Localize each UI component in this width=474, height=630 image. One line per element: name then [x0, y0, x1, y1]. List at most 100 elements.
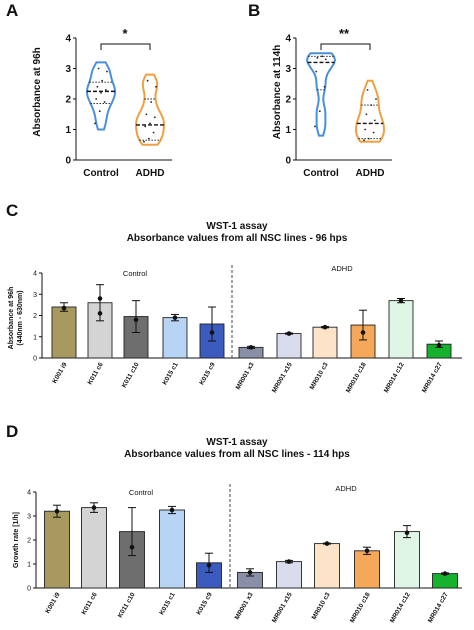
panel-b-y-tick-label: 1 [285, 125, 291, 136]
panel-d-data-point [404, 530, 410, 536]
panel-c-category-label: K015 c9 [198, 361, 217, 386]
panel-c-data-point [360, 330, 366, 335]
panel-b-category-adhd: ADHD [356, 168, 385, 179]
panel-d-subtitle: Absorbance values from all NSC lines - 1… [124, 449, 350, 460]
panel-d-y-tick-label: 0 [27, 586, 31, 593]
panel-c-bar [123, 316, 149, 359]
panel-a-point-control [98, 110, 101, 113]
panel-a-point-control [101, 79, 104, 82]
panel-d-category-label: MR010 c3 [311, 591, 332, 621]
panel-d-data-point [54, 508, 60, 514]
panel-a-point-adhd [147, 137, 150, 140]
panel-b-point-adhd [367, 137, 370, 140]
panel-a-point-adhd [155, 85, 157, 88]
panel-c-data-point [248, 345, 254, 350]
panel-c-bar [276, 333, 302, 359]
panel-c-data-point [172, 315, 178, 320]
panel-b-point-control [324, 58, 327, 61]
panel-label-c: C [6, 201, 18, 220]
panel-a-point-adhd [146, 79, 149, 82]
panel-d-category-label: MR014 c12 [389, 591, 412, 624]
panel-d-category-label: MR001 x3 [234, 591, 255, 621]
panel-b-y-label: Absorbance at 114h [272, 45, 283, 139]
panel-c-data-point [61, 305, 67, 311]
panel-c-y-tick-label: 2 [33, 313, 37, 320]
panel-d-data-point [247, 570, 253, 575]
panel-c-category-label: K011 c6 [87, 361, 105, 386]
panel-b-point-control [316, 56, 319, 59]
panel-d-bar [44, 510, 70, 589]
panel-a-significance-bracket [100, 43, 151, 50]
panel-d-category-label: K001 i9 [44, 591, 62, 615]
panel-d-category-label: MR010 c18 [349, 591, 372, 624]
panel-a-point-adhd [150, 101, 153, 103]
panel-b-point-control [323, 85, 326, 88]
panel-a-violin-control [86, 61, 116, 131]
panel-label-a: A [6, 1, 18, 20]
panel-d-bar [81, 507, 107, 589]
panel-a-point-control [95, 98, 98, 100]
panel-b-point-control [321, 55, 324, 58]
panel-c-category-label: MR001 x3 [235, 361, 256, 391]
panel-a-point-control [94, 122, 96, 125]
panel-b-category-control: Control [303, 168, 339, 179]
panel-b-point-adhd [369, 122, 371, 125]
panel-d-category-label: K011 c6 [81, 591, 99, 616]
panel-d-data-point [206, 562, 212, 568]
panel-label-d: D [6, 422, 18, 441]
panel-a-y-tick-label: 3 [65, 64, 71, 75]
panel-a-point-control [103, 101, 106, 103]
panel-c-subtitle: Absorbance values from all NSC lines - 9… [127, 233, 348, 244]
panel-c-category-label: K011 c10 [121, 361, 141, 389]
panel-b-y-tick-label: 0 [285, 156, 291, 167]
panel-d-data-point [364, 548, 370, 554]
panel-d-y-tick-label: 3 [27, 514, 31, 521]
panel-c-category-label: MR014 c12 [383, 361, 406, 394]
panel-a-chart: Absorbance at 96h * 0 1 2 3 4 Control ADHD [32, 26, 172, 179]
panel-a-point-adhd [145, 113, 148, 116]
panel-c-group-control: Control [123, 269, 148, 278]
panel-a-point-control [100, 92, 102, 94]
panel-b-point-adhd [365, 113, 368, 116]
panel-d-data-point [324, 541, 330, 546]
panel-c-y-label-2: (440nm - 630nm) [17, 290, 24, 345]
panel-a-y-label: Absorbance at 96h [32, 47, 43, 136]
panel-d-data-point [169, 507, 175, 513]
panel-a-point-adhd [149, 122, 151, 125]
panel-c-bar [51, 306, 77, 359]
panel-d-chart: WST-1 assay Absorbance values from all N… [13, 437, 462, 624]
panel-c-data-point [97, 311, 103, 316]
panel-d-category-label: K011 c10 [117, 591, 137, 619]
panel-d-data-point [129, 544, 135, 550]
panel-label-b: B [248, 1, 260, 20]
panel-b-point-control [314, 125, 316, 128]
panel-c-data-point [97, 296, 103, 301]
panel-d-bar [314, 543, 340, 589]
panel-b-point-adhd [366, 88, 369, 91]
panel-d-data-point [442, 571, 448, 576]
panel-c-y-tick-label: 0 [33, 356, 37, 363]
panel-d-data-point [286, 559, 292, 564]
panel-c-title: WST-1 assay [206, 221, 268, 232]
panel-b-point-adhd [364, 128, 367, 131]
panel-d-bar [276, 561, 302, 589]
panel-a-category-control: Control [83, 168, 119, 179]
panel-a-y-tick-label: 2 [65, 95, 71, 106]
panel-c-y-tick-label: 4 [33, 271, 37, 278]
panel-c-category-label: MR001 x15 [271, 361, 294, 394]
panel-c-data-point [398, 298, 404, 303]
panel-a-significance: * [122, 26, 128, 41]
panel-b-point-control [318, 110, 321, 113]
panel-c-bar [388, 300, 414, 359]
panel-b-y-tick-label: 4 [285, 34, 291, 45]
panel-c-group-adhd: ADHD [331, 264, 353, 273]
panel-b-point-adhd [373, 119, 376, 122]
panel-d-title: WST-1 assay [206, 437, 268, 448]
panel-a-point-control [104, 88, 107, 91]
panel-c-data-point [133, 317, 139, 323]
panel-b-point-adhd [370, 104, 373, 106]
panel-a-point-adhd [153, 116, 156, 119]
panel-c-category-label: K001 i9 [51, 361, 69, 385]
panel-c-category-label: MR010 c3 [309, 361, 330, 391]
panel-c-data-point [209, 330, 215, 335]
